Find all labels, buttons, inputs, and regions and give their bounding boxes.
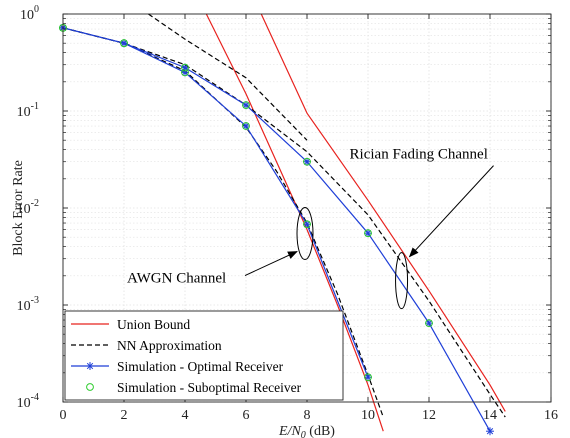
awgn-channel-label: AWGN Channel: [127, 271, 226, 287]
star-marker: [486, 427, 494, 436]
x-tick-label: 10: [361, 408, 375, 423]
rician-arrow: [408, 165, 494, 258]
star-marker: [364, 373, 372, 382]
y-tick-label: 100: [20, 4, 39, 23]
x-tick-label: 2: [121, 408, 128, 423]
x-tick-label: 14: [483, 408, 497, 423]
y-tick-base: 10: [17, 105, 31, 120]
y-tick-exp: -3: [31, 295, 39, 306]
grid-lines: [62, 14, 552, 403]
x-tick-label: 4: [182, 408, 189, 423]
x-tick-label: 16: [544, 408, 558, 423]
x-tick-label: 0: [60, 408, 67, 423]
circle-marker: [242, 101, 250, 110]
y-tick-exp: -1: [31, 101, 39, 112]
legend-label: Simulation - Suboptimal Receiver: [117, 380, 302, 395]
circle-marker: [181, 63, 189, 72]
y-tick-exp: -2: [31, 198, 39, 209]
series-line-rician-nn-approximation: [62, 27, 506, 418]
legend-label: Simulation - Optimal Receiver: [117, 359, 284, 374]
x-axis-label-main: E/N: [278, 424, 301, 438]
star-marker: [181, 68, 189, 77]
legend-item-simulation-optimal-receiver: Simulation - Optimal Receiver: [71, 359, 284, 374]
star-marker: [425, 319, 433, 328]
star-marker: [86, 362, 94, 370]
legend-circle-marker: [86, 383, 94, 391]
circle-marker: [242, 122, 250, 130]
circle-marker: [303, 220, 311, 229]
y-tick-base: 10: [17, 299, 31, 314]
circle-marker: [364, 373, 372, 382]
series-line-extra-curve: [148, 13, 308, 141]
star-marker: [120, 39, 128, 48]
legend-item-nn-approximation: NN Approximation: [71, 338, 222, 353]
x-axis-label-sub: 0: [301, 430, 306, 438]
legend-box: [64, 310, 344, 401]
circle-marker: [425, 319, 433, 328]
legend-label: Union Bound: [117, 317, 190, 332]
rician-channel-label: Rician Fading Channel: [350, 147, 488, 163]
y-tick-label: 10-1: [17, 101, 39, 120]
x-tick-label: 12: [422, 408, 436, 423]
legend: Union Bound NN Approximation Simulation - …: [64, 310, 344, 401]
y-tick-label: 10-2: [17, 198, 39, 217]
y-tick-base: 10: [20, 8, 34, 23]
series-line-awgn-nn-approximation: [62, 27, 384, 418]
star-marker: [181, 63, 189, 72]
awgn-arrow: [244, 251, 298, 276]
circle-marker: [120, 39, 128, 48]
series-line-awgn-union-bound: [205, 13, 384, 432]
x-axis-label-unit: (dB): [306, 424, 336, 438]
star-marker: [364, 229, 372, 238]
series-layer: [59, 13, 506, 436]
star-marker: [303, 157, 311, 166]
y-axis-label: Block Error Rate: [11, 160, 26, 256]
y-tick-base: 10: [17, 396, 31, 411]
legend-item-union-bound: Union Bound: [71, 317, 190, 332]
star-marker: [242, 101, 250, 110]
series-line-rician-simulation-optimal-receiver: [62, 27, 491, 432]
y-tick-label: 10-4: [17, 392, 39, 411]
rician-ellipse: [395, 252, 409, 310]
legend-label: NN Approximation: [117, 338, 222, 353]
star-marker: [242, 122, 250, 131]
x-tick-label: 8: [304, 408, 311, 423]
y-tick-exp: 0: [34, 4, 39, 15]
annotations: AWGN Channel Rician Fading Channel: [127, 147, 494, 310]
awgn-ellipse: [296, 207, 314, 261]
x-axis-label: E/N0 (dB): [278, 424, 335, 438]
star-marker: [303, 220, 311, 229]
y-tick-exp: -4: [31, 392, 39, 403]
legend-item-simulation-suboptimal-receiver: Simulation - Suboptimal Receiver: [86, 380, 302, 395]
y-tick-base: 10: [17, 202, 31, 217]
circle-marker: [364, 229, 372, 238]
x-tick-label: 6: [243, 408, 250, 423]
circle-marker: [303, 157, 311, 166]
series-line-rician-union-bound: [260, 13, 506, 412]
y-tick-label: 10-3: [17, 295, 39, 314]
